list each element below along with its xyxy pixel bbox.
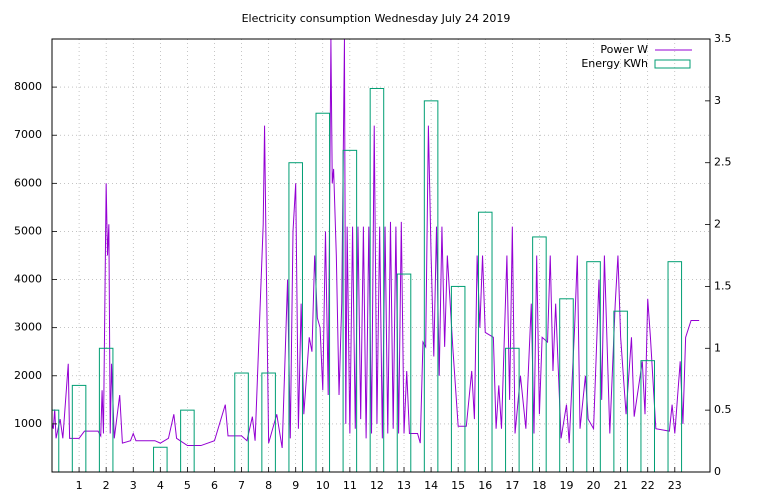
plot-marks [52,39,700,472]
legend-label: Power W [600,43,648,56]
legend-label: Energy KWh [581,57,648,70]
energy-box [559,298,574,472]
y2-tick-label: 1.5 [714,279,732,292]
x-tick-label: 16 [478,479,492,492]
x-tick-label: 10 [316,479,330,492]
x-tick-label: 2 [103,479,110,492]
power-line [52,39,700,449]
energy-box [369,87,385,472]
y-tick-label: 2000 [14,369,42,382]
x-tick-label: 9 [292,479,299,492]
y2-tick-label: 2.5 [714,156,732,169]
x-tick-label: 17 [505,479,519,492]
y-tick-label: 6000 [14,176,42,189]
x-tick-label: 13 [397,479,411,492]
x-tick-label: 18 [532,479,546,492]
y2-tick-label: 1 [714,341,721,354]
x-tick-label: 22 [641,479,655,492]
y2-tick-label: 0 [714,465,721,478]
x-tick-label: 7 [238,479,245,492]
x-tick-label: 19 [559,479,573,492]
plot-frame [51,38,711,473]
x-tick-label: 15 [451,479,465,492]
legend-swatch [654,59,691,69]
x-tick-label: 8 [265,479,272,492]
y2-tick-label: 0.5 [714,403,732,416]
x-tick-label: 12 [370,479,384,492]
y2-tick-label: 3 [714,94,721,107]
y-tick-label: 4000 [14,273,42,286]
chart-title: Electricity consumption Wednesday July 2… [242,12,511,25]
y-tick-label: 3000 [14,321,42,334]
y2-tick-label: 3.5 [714,32,732,45]
axes: 1 2 3 4 5 6 7 8 9 10 11 12 13 14 15 16 17 18 19 20 21 22 23100… [14,32,732,492]
y-tick-label: 8000 [14,80,42,93]
x-tick-label: 14 [424,479,438,492]
x-tick-label: 1 [76,479,83,492]
x-tick-label: 23 [668,479,682,492]
y-tick-label: 5000 [14,224,42,237]
y2-tick-label: 2 [714,218,721,231]
x-tick-label: 21 [614,479,628,492]
x-tick-label: 6 [211,479,218,492]
x-tick-label: 11 [343,479,357,492]
x-tick-label: 3 [130,479,137,492]
x-tick-label: 20 [587,479,601,492]
y-tick-label: 7000 [14,128,42,141]
energy-box [532,236,547,472]
y-tick-label: 1000 [14,417,42,430]
x-tick-label: 5 [184,479,191,492]
x-tick-label: 4 [157,479,164,492]
